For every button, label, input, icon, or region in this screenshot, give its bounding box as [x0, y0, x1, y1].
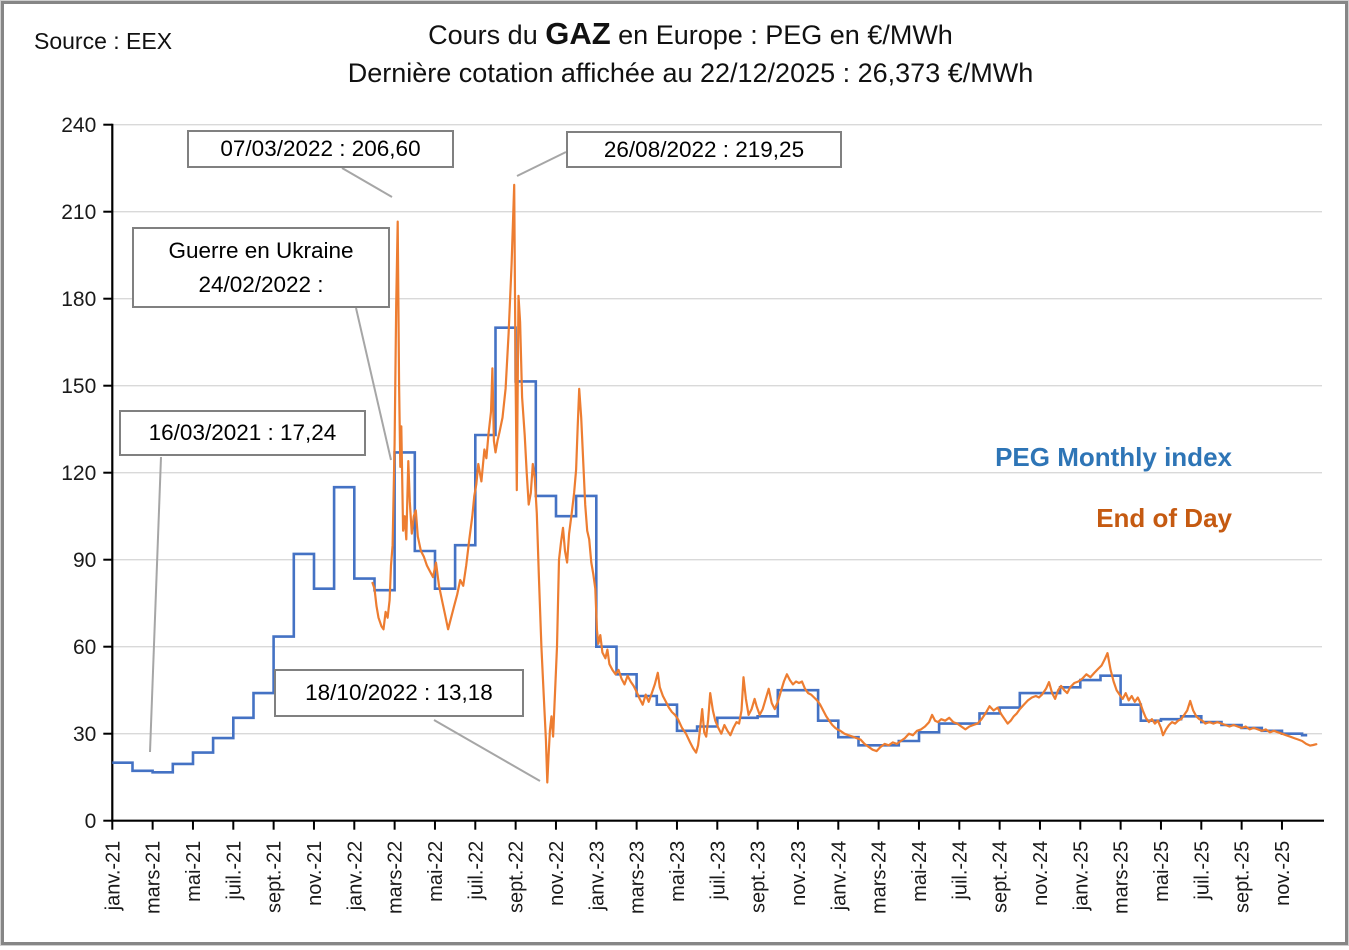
- x-tick-label: janv.-23: [586, 841, 608, 912]
- title-prefix: Cours du: [428, 20, 546, 50]
- title-bold-gaz: GAZ: [545, 16, 611, 51]
- x-tick-label: juil.-24: [949, 841, 971, 901]
- x-tick-label: mars-24: [869, 841, 891, 914]
- x-tick-label: mars-21: [143, 841, 165, 914]
- annotation-peak-aug-2022: 26/08/2022 : 219,25: [566, 131, 842, 168]
- end-of-day-line: [371, 183, 1318, 784]
- legend-eod-label: End of Day: [1096, 503, 1232, 533]
- x-tick-label: mars-23: [627, 841, 649, 914]
- y-tick-label: 60: [73, 636, 96, 659]
- y-tick-label: 90: [73, 549, 96, 572]
- x-tick-label: janv.-25: [1070, 841, 1092, 912]
- y-tick-label: 150: [61, 375, 96, 398]
- y-tick-label: 120: [61, 462, 96, 485]
- x-tick-label: sept.-25: [1232, 841, 1254, 913]
- annotation-war-line1: Guerre en Ukraine: [168, 237, 354, 263]
- x-tick-label: nov.-24: [1030, 841, 1052, 906]
- x-tick-label: mai-23: [667, 841, 689, 902]
- x-tick-label: sept.-22: [506, 841, 528, 913]
- x-tick-label: mai-21: [183, 841, 205, 902]
- chart-header: Cours du GAZ en Europe : PEG en €/MWh De…: [4, 4, 1345, 89]
- x-tick-label: nov.-23: [788, 841, 810, 906]
- source-label: Source : EEX: [34, 28, 173, 54]
- annotation-leader-line: [355, 307, 392, 461]
- annotation-war-line2: 24/02/2022 :: [198, 271, 324, 297]
- monthly-index-line: [112, 326, 1308, 774]
- x-tick-label: janv.-22: [344, 841, 366, 912]
- x-tick-label: sept.-23: [748, 841, 770, 913]
- annotation-low-oct-2022: 18/10/2022 : 13,18: [274, 669, 524, 717]
- x-tick-label: mars-22: [385, 841, 407, 914]
- x-tick-label: janv.-21: [102, 841, 124, 912]
- y-tick-label: 30: [73, 723, 96, 746]
- y-tick-label: 210: [61, 201, 96, 224]
- x-tick-label: juil.-25: [1191, 841, 1213, 901]
- chart-subtitle: Dernière cotation affichée au 22/12/2025…: [347, 58, 1034, 88]
- annotation-leader-line: [149, 456, 162, 753]
- x-tick-label: janv.-24: [828, 841, 850, 912]
- x-tick-label: sept.-21: [264, 841, 286, 913]
- x-tick-label: juil.-23: [707, 841, 729, 901]
- annotation-war-ukraine: Guerre en Ukraine 24/02/2022 :: [132, 227, 390, 308]
- x-tick-label: nov.-25: [1272, 841, 1294, 906]
- page-title: Cours du GAZ en Europe : PEG en €/MWh: [36, 16, 1345, 52]
- legend-monthly-label: PEG Monthly index: [995, 442, 1232, 472]
- x-tick-label: nov.-22: [546, 841, 568, 906]
- annotation-peak-mar-2022: 07/03/2022 : 206,60: [187, 130, 454, 168]
- annotation-low-mar-2021: 16/03/2021 : 17,24: [119, 410, 366, 456]
- annotation-leader-line: [433, 719, 541, 782]
- x-tick-label: juil.-21: [223, 841, 245, 901]
- y-tick-label: 0: [85, 810, 97, 833]
- title-suffix: en Europe : PEG en €/MWh: [610, 20, 953, 50]
- y-tick-label: 180: [61, 288, 96, 311]
- annotation-leader-line: [516, 151, 567, 177]
- x-tick-label: mai-22: [425, 841, 447, 902]
- x-tick-label: mai-24: [909, 841, 931, 902]
- chart-canvas: 0 30 60 90 120 150 180 210 240 janv.-21 mars-21 mai…: [61, 114, 1324, 914]
- annotation-leader-line: [341, 167, 393, 198]
- x-tick-label: juil.-22: [465, 841, 487, 901]
- x-tick-label: mars-25: [1111, 841, 1133, 914]
- x-tick-label: mai-25: [1151, 841, 1173, 902]
- y-tick-label: 240: [61, 114, 96, 137]
- x-tick-label: sept.-24: [990, 841, 1012, 913]
- x-tick-label: nov.-21: [304, 841, 326, 906]
